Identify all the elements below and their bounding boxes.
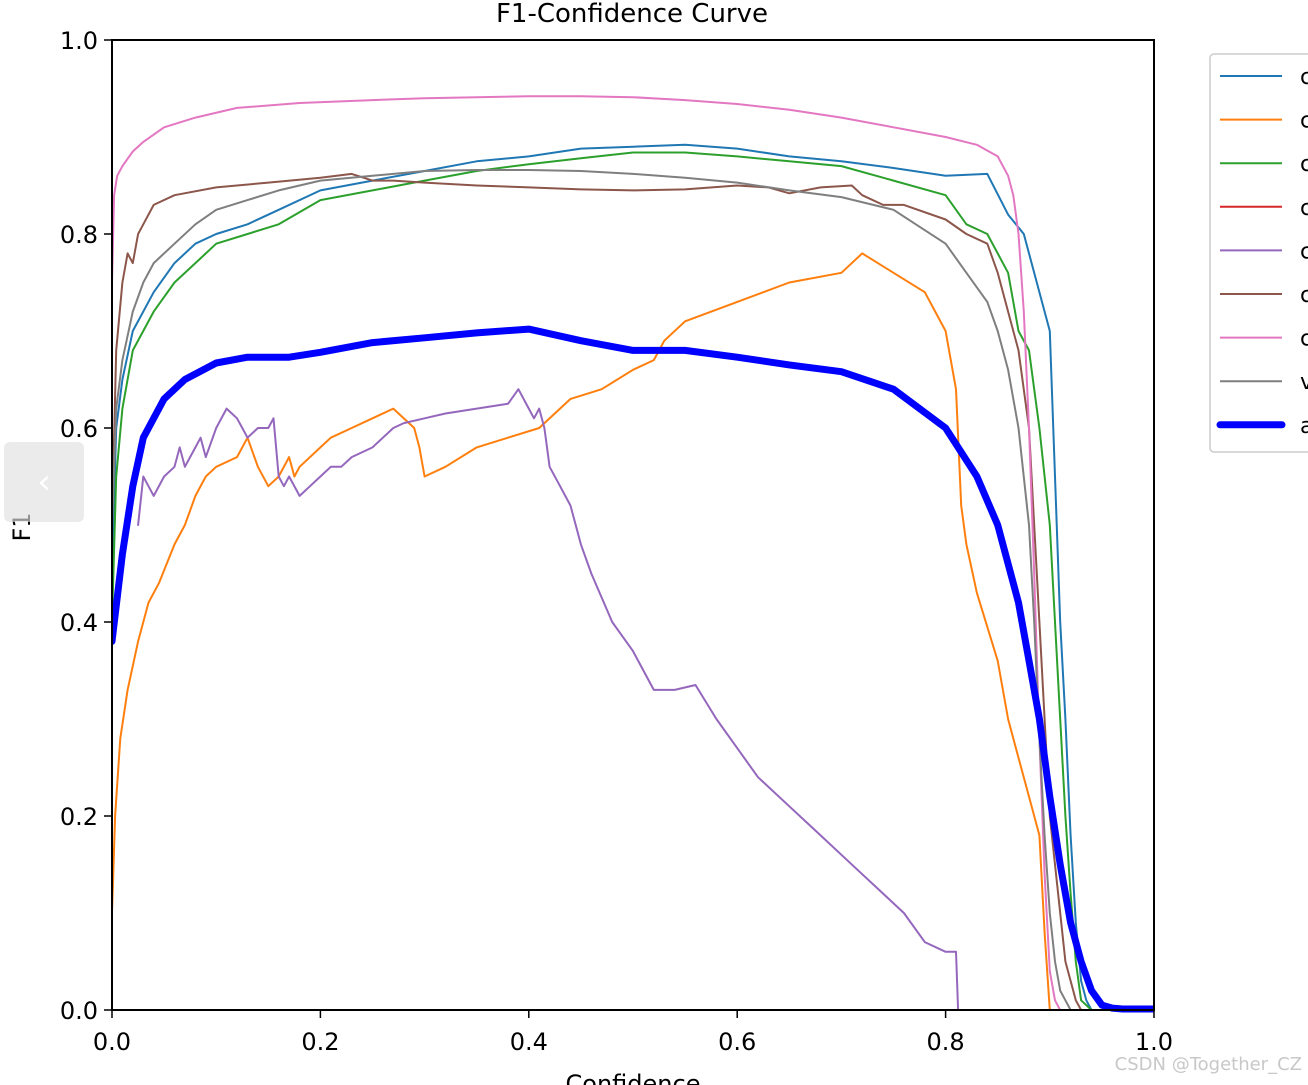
x-tick-label: 0.4	[510, 1028, 548, 1056]
y-tick-label: 0.8	[60, 221, 98, 249]
legend-label: c	[1300, 65, 1308, 90]
legend-label: c	[1300, 109, 1308, 134]
series-layer	[112, 95, 1154, 1013]
y-tick-label: 0.2	[60, 803, 98, 831]
legend-label: c	[1300, 327, 1308, 352]
legend-label: c	[1300, 239, 1308, 264]
plot-frame	[111, 39, 1155, 1011]
series-line-3	[137, 388, 1154, 1011]
y-tick-label: 0.6	[60, 415, 98, 443]
legend-label: a	[1300, 414, 1308, 439]
y-tick-label: 1.0	[60, 27, 98, 55]
x-tick-label: 0.6	[718, 1028, 756, 1056]
x-tick-label: 1.0	[1135, 1028, 1173, 1056]
prev-button[interactable]: ‹	[4, 442, 84, 522]
chart-title: F1-Confidence Curve	[496, 0, 768, 29]
x-tick-label: 0.8	[927, 1028, 965, 1056]
legend-box	[1209, 53, 1308, 453]
series-line-4	[112, 172, 1154, 1011]
y-tick-label: 0.4	[60, 609, 98, 637]
x-axis-label: Confidence	[566, 1070, 701, 1085]
x-axis: 0.0 0.2 0.4 0.6 0.8 1.0	[93, 1010, 1173, 1056]
series-line-2	[112, 151, 1154, 1011]
x-tick-label: 0.2	[301, 1028, 339, 1056]
legend-label: v	[1300, 370, 1308, 395]
series-line-7	[112, 325, 1154, 1013]
legend-label: c	[1300, 152, 1308, 177]
series-line-0	[112, 143, 1154, 1011]
y-tick-label: 0.0	[60, 997, 98, 1025]
series-line-5	[112, 95, 1154, 1011]
watermark: CSDN @Together_CZ	[1114, 1054, 1302, 1075]
series-line-6	[112, 169, 1154, 1011]
chevron-left-icon: ‹	[37, 462, 51, 502]
x-tick-label: 0.0	[93, 1028, 131, 1056]
series-line-1	[112, 252, 1154, 1011]
y-axis: 0.0 0.2 0.4 0.6 0.8 1.0	[60, 27, 112, 1025]
legend-label: c	[1300, 283, 1308, 308]
legend-label: c	[1300, 196, 1308, 221]
